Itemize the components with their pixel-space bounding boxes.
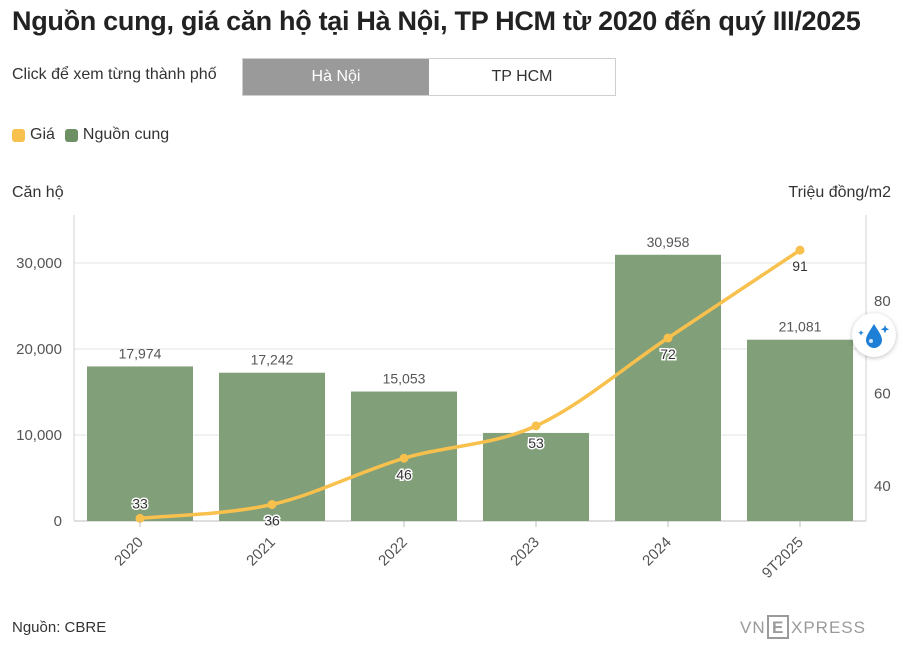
x-tick-label: 2020 bbox=[111, 534, 147, 570]
chart-legend: Giá Nguồn cung bbox=[12, 126, 179, 144]
tab-ha-noi[interactable]: Hà Nội bbox=[243, 59, 429, 95]
legend-swatch-price bbox=[12, 128, 25, 142]
y-tick-label: 10,000 bbox=[16, 427, 62, 444]
city-tabs: Hà Nội TP HCM bbox=[242, 58, 616, 96]
tab-tp-hcm[interactable]: TP HCM bbox=[429, 59, 615, 95]
city-hint: Click để xem từng thành phố bbox=[12, 66, 217, 83]
bar-value-label: 15,053 bbox=[383, 371, 426, 387]
y2-tick-label: 40 bbox=[874, 478, 891, 495]
floating-droplet-button[interactable] bbox=[852, 313, 896, 357]
price-value-label: 53 bbox=[528, 435, 544, 451]
legend-item-price[interactable]: Giá bbox=[12, 126, 55, 144]
x-tick-label: 2022 bbox=[375, 534, 411, 570]
bar bbox=[219, 372, 325, 521]
x-tick-label: 2023 bbox=[507, 534, 543, 570]
legend-item-supply[interactable]: Nguồn cung bbox=[64, 126, 170, 144]
bar bbox=[87, 366, 193, 521]
y-axis-title: Căn hộ bbox=[12, 184, 64, 201]
bar-value-label: 30,958 bbox=[647, 234, 690, 250]
price-value-label: 33 bbox=[132, 495, 148, 511]
logo-vn: VN bbox=[740, 618, 766, 637]
price-point bbox=[663, 333, 673, 343]
y-tick-label: 0 bbox=[54, 513, 62, 530]
price-value-label: 46 bbox=[396, 466, 412, 482]
y2-tick-label: 60 bbox=[874, 386, 891, 403]
price-point bbox=[135, 513, 145, 523]
bar bbox=[615, 254, 721, 521]
price-value-label: 72 bbox=[660, 346, 676, 362]
y2-axis-title: Triệu đồng/m2 bbox=[788, 184, 891, 201]
price-value-label: 91 bbox=[792, 258, 808, 274]
bar-value-label: 17,242 bbox=[251, 352, 294, 368]
y2-tick-label: 80 bbox=[874, 293, 891, 310]
bar-value-label: 21,081 bbox=[779, 319, 822, 335]
x-tick-label: 2024 bbox=[639, 534, 675, 570]
legend-swatch-supply bbox=[64, 128, 78, 142]
price-point bbox=[267, 500, 277, 509]
logo-xpress: XPRESS bbox=[791, 618, 866, 637]
y-tick-label: 20,000 bbox=[16, 341, 62, 358]
legend-label-supply: Nguồn cung bbox=[82, 126, 170, 143]
bar bbox=[483, 432, 589, 521]
price-point bbox=[531, 421, 541, 431]
price-line bbox=[138, 248, 802, 521]
x-tick-label: 2021 bbox=[243, 534, 279, 570]
source-note: Nguồn: CBRE bbox=[12, 619, 107, 636]
logo-frame bbox=[767, 615, 789, 639]
bar-value-label: 17,974 bbox=[119, 345, 162, 361]
y-tick-label: 30,000 bbox=[16, 255, 62, 272]
chart-title: Nguồn cung, giá căn hộ tại Hà Nội, TP HC… bbox=[12, 6, 861, 36]
x-tick-label: 9T2025 bbox=[759, 534, 807, 582]
droplet-sparkle-icon bbox=[858, 324, 890, 348]
vnexpress-logo: VN E XPRESS bbox=[740, 615, 866, 639]
price-value-label: 36 bbox=[264, 513, 280, 529]
logo-e: E bbox=[772, 618, 783, 637]
price-point bbox=[399, 453, 409, 463]
legend-label-price: Giá bbox=[30, 126, 55, 143]
price-point bbox=[795, 245, 805, 255]
bar bbox=[747, 339, 853, 521]
